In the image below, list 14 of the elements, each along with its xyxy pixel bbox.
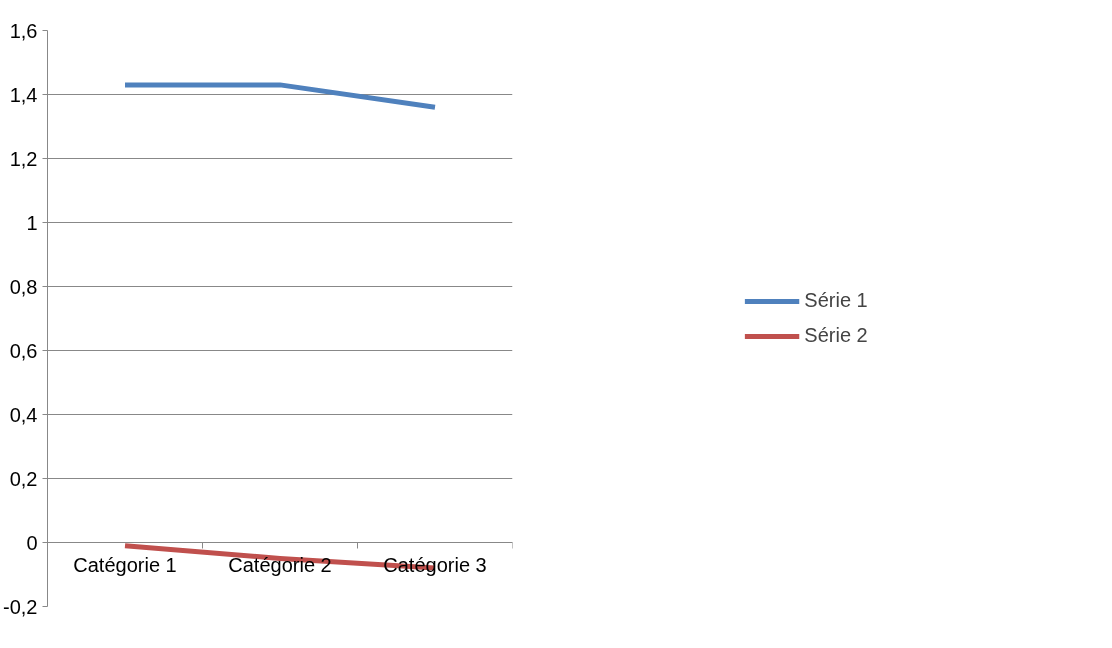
y-tick-label: 0 (26, 531, 38, 554)
y-tick-label: 1,6 (9, 19, 38, 42)
legend-label: Série 2 (804, 324, 868, 347)
legend-label: Série 1 (804, 289, 868, 312)
y-tick-label: 1,2 (9, 147, 38, 170)
x-tick-label: Catégorie 3 (383, 553, 487, 576)
y-tick-label: -0,2 (3, 595, 38, 618)
y-tick-label: 1,4 (9, 83, 38, 106)
x-tick-label: Catégorie 1 (73, 553, 177, 576)
y-tick-label: 0,6 (9, 339, 38, 362)
y-tick-label: 0,2 (9, 467, 38, 490)
y-tick-label: 1 (26, 211, 38, 234)
y-tick-label: 0,4 (9, 403, 38, 426)
y-tick-label: 0,8 (9, 275, 38, 298)
